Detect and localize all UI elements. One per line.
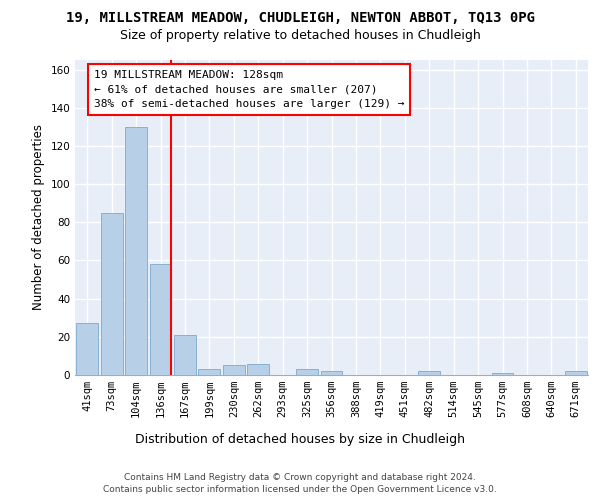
Bar	[565, 371, 587, 375]
Bar	[247, 364, 269, 375]
Text: Size of property relative to detached houses in Chudleigh: Size of property relative to detached ho…	[119, 29, 481, 42]
Y-axis label: Number of detached properties: Number of detached properties	[32, 124, 45, 310]
Text: 19 MILLSTREAM MEADOW: 128sqm
← 61% of detached houses are smaller (207)
38% of s: 19 MILLSTREAM MEADOW: 128sqm ← 61% of de…	[94, 70, 404, 109]
Bar	[320, 371, 343, 375]
Text: 19, MILLSTREAM MEADOW, CHUDLEIGH, NEWTON ABBOT, TQ13 0PG: 19, MILLSTREAM MEADOW, CHUDLEIGH, NEWTON…	[65, 11, 535, 25]
Bar	[101, 212, 122, 375]
Text: Contains HM Land Registry data © Crown copyright and database right 2024.: Contains HM Land Registry data © Crown c…	[124, 472, 476, 482]
Bar	[223, 366, 245, 375]
Bar	[174, 335, 196, 375]
Bar	[125, 127, 147, 375]
Bar	[418, 371, 440, 375]
Bar	[199, 370, 220, 375]
Text: Distribution of detached houses by size in Chudleigh: Distribution of detached houses by size …	[135, 432, 465, 446]
Bar	[149, 264, 172, 375]
Text: Contains public sector information licensed under the Open Government Licence v3: Contains public sector information licen…	[103, 485, 497, 494]
Bar	[491, 373, 514, 375]
Bar	[76, 324, 98, 375]
Bar	[296, 370, 318, 375]
